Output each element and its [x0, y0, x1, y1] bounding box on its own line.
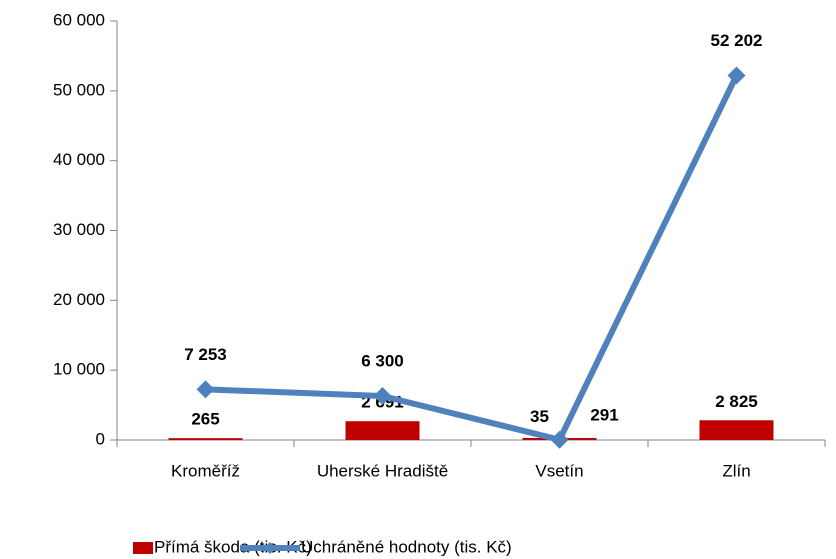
y-tick-label: 60 000 — [53, 10, 105, 29]
legend-marker — [264, 542, 276, 554]
x-tick-label: Uherské Hradiště — [317, 461, 448, 480]
bar-label: 291 — [590, 405, 618, 424]
line — [205, 74, 740, 443]
y-tick-label: 10 000 — [53, 360, 105, 379]
bar-label: 2 825 — [715, 392, 758, 411]
line-label: 35 — [530, 407, 549, 426]
y-tick-label: 0 — [96, 429, 105, 448]
line-marker — [550, 430, 569, 449]
line-marker — [727, 66, 746, 85]
legend-swatch — [133, 542, 153, 554]
line-marker — [196, 380, 215, 399]
x-tick-label: Kroměříž — [171, 461, 240, 480]
bar — [345, 421, 420, 440]
line-marker — [373, 387, 392, 406]
line-label: 6 300 — [361, 351, 404, 370]
legend-label: Uchráněné hodnoty (tis. Kč) — [301, 537, 512, 556]
y-tick-label: 30 000 — [53, 220, 105, 239]
bar — [168, 438, 243, 440]
bar — [699, 420, 774, 440]
x-tick-label: Vsetín — [535, 461, 583, 480]
legend-label: Přímá škoda (tis. Kč) — [154, 537, 312, 556]
line-label: 7 253 — [184, 345, 227, 364]
y-tick-label: 20 000 — [53, 290, 105, 309]
y-tick-label: 50 000 — [53, 80, 105, 99]
bar-label: 265 — [191, 410, 219, 429]
line-label: 52 202 — [711, 31, 763, 50]
x-tick-label: Zlín — [722, 461, 750, 480]
y-tick-label: 40 000 — [53, 150, 105, 169]
